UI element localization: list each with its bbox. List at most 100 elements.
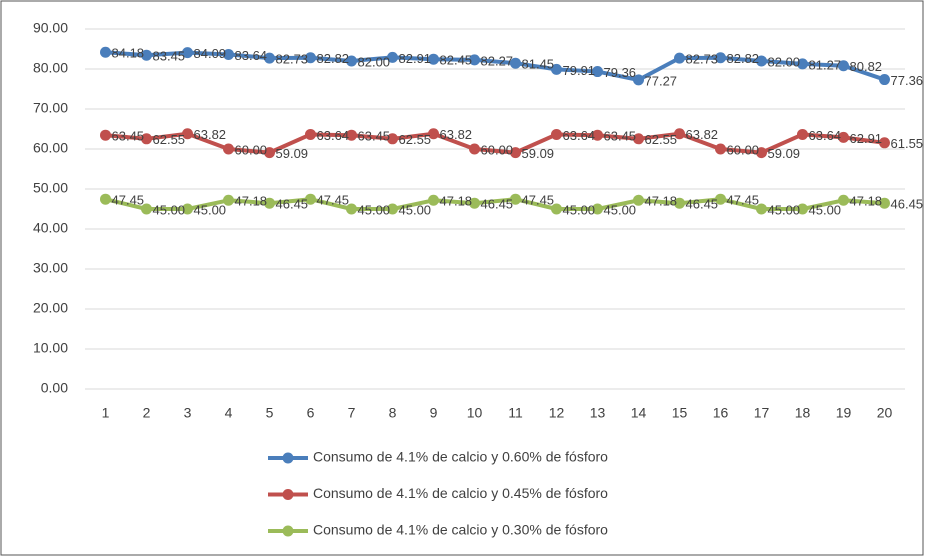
data-point [387, 203, 398, 215]
data-label: 62.55 [645, 132, 678, 147]
data-label: 77.27 [645, 73, 678, 88]
data-point [715, 193, 726, 205]
data-label: 47.18 [235, 194, 268, 209]
data-point [141, 49, 152, 61]
legend-marker [282, 452, 294, 464]
data-point [633, 194, 644, 206]
data-label: 45.00 [358, 202, 391, 217]
y-tick-label: 60.00 [33, 140, 68, 156]
x-tick-label: 10 [467, 405, 483, 421]
data-point [100, 129, 111, 141]
series-line [105, 197, 885, 211]
data-point [838, 131, 849, 143]
legend-marker [282, 489, 294, 500]
data-label: 63.64 [563, 128, 596, 143]
data-label: 46.45 [686, 197, 719, 212]
data-label: 59.09 [768, 146, 801, 161]
data-point [879, 74, 890, 86]
data-label: 84.09 [194, 46, 227, 61]
data-label: 45.00 [809, 202, 842, 217]
data-label: 83.45 [153, 49, 186, 64]
data-point [756, 147, 767, 159]
y-tick-label: 30.00 [33, 260, 68, 276]
y-tick-label: 50.00 [33, 180, 68, 196]
data-label: 80.82 [850, 59, 883, 74]
y-tick-label: 90.00 [33, 20, 68, 36]
data-label: 60.00 [727, 142, 760, 157]
x-tick-label: 11 [508, 405, 523, 421]
legend-label: Consumo de 4.1% de calcio y 0.30% de fós… [313, 522, 608, 538]
x-tick-label: 2 [143, 405, 151, 421]
legend-marker [282, 525, 294, 537]
data-label: 82.91 [399, 51, 432, 66]
data-label: 82.00 [358, 54, 391, 69]
y-tick-label: 40.00 [33, 220, 68, 236]
data-label: 46.45 [891, 197, 924, 212]
data-point [879, 137, 890, 149]
data-point [346, 55, 357, 67]
data-point [264, 52, 275, 64]
data-point [223, 143, 234, 155]
data-label: 63.45 [358, 129, 391, 144]
data-point [469, 197, 480, 209]
data-point [797, 58, 808, 70]
data-point [633, 74, 644, 86]
data-label: 82.00 [768, 54, 801, 69]
data-point [182, 128, 193, 140]
data-label: 61.55 [891, 136, 924, 151]
data-point [551, 128, 562, 140]
data-point [469, 143, 480, 155]
data-label: 45.00 [153, 202, 186, 217]
data-label: 47.18 [440, 194, 473, 209]
x-tick-label: 19 [836, 405, 852, 421]
data-label: 63.82 [686, 127, 719, 142]
x-tick-label: 12 [549, 405, 565, 421]
data-label: 82.73 [686, 52, 719, 67]
x-tick-label: 3 [184, 405, 192, 421]
data-point [674, 197, 685, 209]
data-label: 63.82 [194, 127, 227, 142]
data-label: 79.91 [563, 63, 596, 78]
x-tick-label: 6 [307, 405, 315, 421]
data-label: 46.45 [276, 197, 309, 212]
data-point [756, 55, 767, 67]
data-point [182, 47, 193, 59]
data-point [223, 48, 234, 60]
data-label: 82.45 [440, 53, 473, 68]
data-point [387, 133, 398, 145]
series-line [105, 50, 886, 82]
data-point [469, 54, 480, 66]
data-point [141, 133, 152, 145]
data-point [510, 147, 521, 159]
data-label: 82.82 [317, 51, 350, 66]
data-point [551, 63, 562, 75]
data-label: 63.45 [604, 129, 637, 144]
x-tick-label: 20 [877, 405, 893, 421]
data-label: 62.55 [399, 132, 432, 147]
data-point [674, 52, 685, 64]
data-point [592, 203, 603, 215]
x-tick-label: 4 [225, 405, 233, 421]
data-point [428, 194, 439, 206]
data-label: 45.00 [194, 202, 227, 217]
data-point [223, 194, 234, 206]
y-tick-label: 70.00 [33, 100, 68, 116]
data-point [510, 57, 521, 69]
data-point [305, 193, 316, 205]
data-label: 47.45 [317, 193, 350, 208]
data-label: 46.45 [481, 197, 514, 212]
data-label: 47.45 [112, 193, 145, 208]
data-point [674, 128, 685, 140]
data-label: 60.00 [235, 142, 268, 157]
data-point [346, 203, 357, 215]
x-tick-label: 9 [430, 405, 438, 421]
data-point [756, 203, 767, 215]
data-point [387, 51, 398, 63]
data-label: 77.36 [891, 73, 924, 88]
y-tick-label: 10.00 [33, 340, 68, 356]
data-label: 63.45 [112, 129, 145, 144]
data-point [346, 129, 357, 141]
data-point [305, 128, 316, 140]
